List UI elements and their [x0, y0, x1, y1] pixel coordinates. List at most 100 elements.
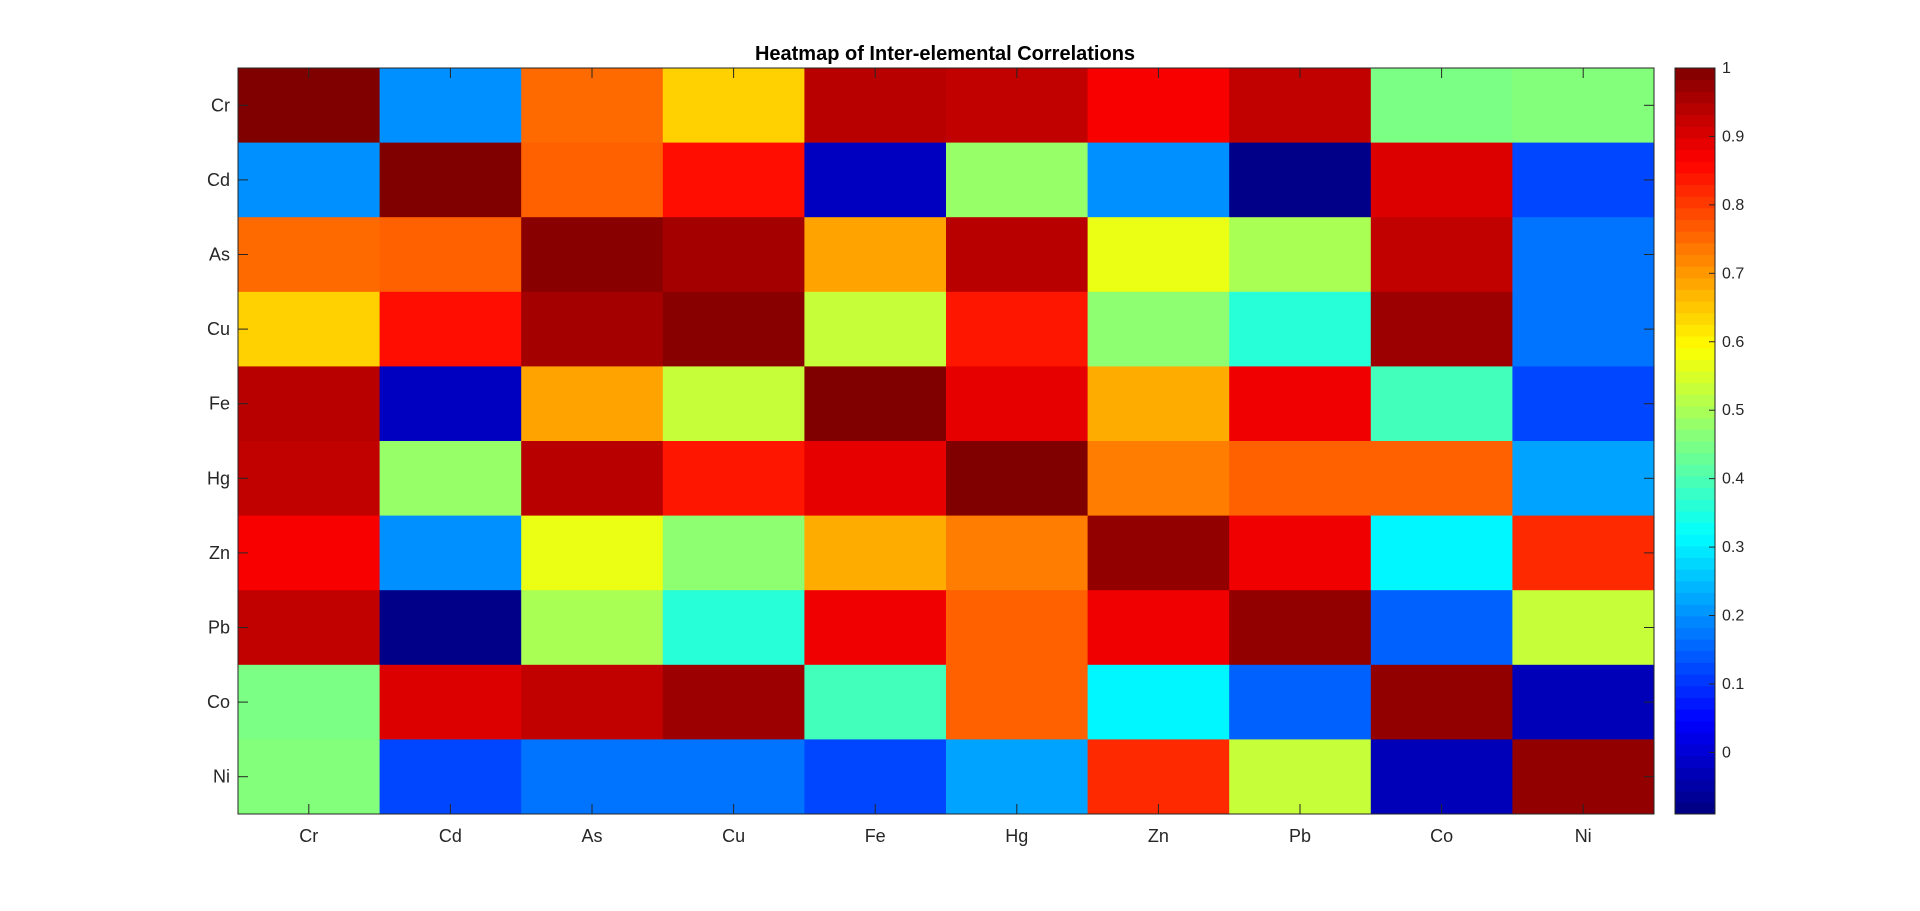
colorbar-segment	[1675, 172, 1715, 186]
heatmap-cell-Co-Cd	[379, 664, 522, 740]
heatmap-cell-Zn-Cu	[662, 515, 805, 591]
colorbar-segment	[1675, 545, 1715, 559]
heatmap-cell-Pb-Co	[1370, 590, 1513, 666]
x-axis-ticks: Cr Cd As Cu Fe Hg Zn Pb Co Ni	[299, 68, 1592, 846]
colorbar-segment	[1675, 266, 1715, 279]
y-tick-label-Hg: Hg	[207, 468, 230, 488]
heatmap-cell-Ni-Cu	[662, 739, 805, 815]
x-tick-label-As: As	[581, 826, 602, 846]
colorbar-segment	[1675, 592, 1715, 605]
heatmap-cell-Hg-Cr	[238, 441, 381, 517]
heatmap-cell-As-Cd	[379, 217, 522, 293]
y-tick-label-Pb: Pb	[208, 618, 230, 638]
heatmap-cell-Co-Fe	[804, 664, 947, 740]
heatmap-cell-Hg-As	[521, 441, 664, 517]
x-tick-label-Hg: Hg	[1005, 826, 1028, 846]
heatmap-cell-Pb-Pb	[1229, 590, 1372, 666]
heatmap-cell-Cd-Pb	[1229, 142, 1372, 218]
x-tick-label-Zn: Zn	[1148, 826, 1169, 846]
colorbar-segment	[1675, 709, 1715, 722]
heatmap-cell-Co-Zn	[1087, 664, 1230, 740]
colorbar-segment	[1675, 732, 1715, 745]
colorbar-segment	[1675, 324, 1715, 337]
heatmap-cell-Fe-Co	[1370, 366, 1513, 442]
heatmap-cell-Cd-Cu	[662, 142, 805, 218]
colorbar-tick-label: 0.1	[1722, 676, 1744, 693]
heatmap-cell-Pb-Zn	[1087, 590, 1230, 666]
heatmap-cell-Co-Pb	[1229, 664, 1372, 740]
colorbar-segment	[1675, 779, 1715, 792]
colorbar-segment	[1675, 312, 1715, 325]
heatmap-cell-As-Fe	[804, 217, 947, 293]
heatmap-cell-As-Co	[1370, 217, 1513, 293]
heatmap-cell-Hg-Cu	[662, 441, 805, 517]
heatmap-cell-Cu-Hg	[946, 291, 1089, 367]
colorbar-segment	[1675, 744, 1715, 757]
heatmap-cell-Zn-Fe	[804, 515, 947, 591]
colorbar-segment	[1675, 184, 1715, 197]
colorbar-segment	[1675, 627, 1715, 640]
heatmap-cell-Hg-Zn	[1087, 441, 1230, 517]
heatmap-cell-Fe-Hg	[946, 366, 1089, 442]
heatmap-cell-Fe-Fe	[804, 366, 947, 442]
colorbar-segment	[1675, 382, 1715, 395]
heatmap-cell-Cd-Zn	[1087, 142, 1230, 218]
heatmap-cell-Cu-Cr	[238, 291, 381, 367]
colorbar-box	[1674, 67, 1716, 815]
colorbar-segment	[1675, 802, 1715, 815]
colorbar-segment	[1675, 231, 1715, 244]
heatmap-cell-Ni-Hg	[946, 739, 1089, 815]
colorbar-segment	[1675, 161, 1715, 174]
colorbar-tick-label: 0.5	[1722, 402, 1744, 419]
heatmap-cell-Co-Cu	[662, 664, 805, 740]
heatmap-cell-Cd-Cd	[379, 142, 522, 218]
heatmap-cell-Cr-Hg	[946, 68, 1089, 144]
heatmap-cell-Ni-Fe	[804, 739, 947, 815]
heatmap-cell-Cd-As	[521, 142, 664, 218]
heatmap-cell-Fe-Zn	[1087, 366, 1230, 442]
colorbar-tick-label: 0.8	[1722, 197, 1744, 214]
heatmap-cell-Cr-Co	[1370, 68, 1513, 144]
heatmap-cell-Zn-Co	[1370, 515, 1513, 591]
heatmap-cell-Co-As	[521, 664, 664, 740]
heatmap-cell-Fe-Cr	[238, 366, 381, 442]
x-tick-label-Cd: Cd	[439, 826, 462, 846]
heatmap-cell-Pb-Cu	[662, 590, 805, 666]
colorbar-segment	[1675, 510, 1715, 524]
heatmap-cell-Cu-Cu	[662, 291, 805, 367]
colorbar-segment	[1675, 685, 1715, 698]
heatmap-cell-Zn-Ni	[1512, 515, 1655, 591]
colorbar-segment	[1675, 755, 1715, 768]
colorbar-segment	[1675, 394, 1715, 407]
heatmap-cell-Fe-As	[521, 366, 664, 442]
colorbar-tick-label: 0.4	[1722, 471, 1744, 488]
colorbar-tick-label: 0.6	[1722, 334, 1744, 351]
heatmap-cell-Cr-Pb	[1229, 68, 1372, 144]
colorbar-segment	[1675, 149, 1715, 162]
heatmap-cell-Zn-Cr	[238, 515, 381, 591]
heatmap-cell-Cd-Ni	[1512, 142, 1655, 218]
colorbar-tick-label: 0	[1722, 744, 1731, 761]
colorbar-segment	[1675, 697, 1715, 710]
heatmap-cell-Co-Co	[1370, 664, 1513, 740]
colorbar-segment	[1675, 452, 1715, 465]
x-tick-label-Fe: Fe	[865, 826, 886, 846]
heatmap-cells	[238, 68, 1655, 815]
heatmap-cell-Pb-Hg	[946, 590, 1089, 666]
heatmap-cell-Cr-Zn	[1087, 68, 1230, 144]
plot-axes-box	[237, 67, 1655, 815]
y-tick-label-Ni: Ni	[213, 767, 230, 787]
heatmap-cell-Cr-Ni	[1512, 68, 1655, 144]
heatmap-cell-Zn-Zn	[1087, 515, 1230, 591]
heatmap-cell-Cu-Fe	[804, 291, 947, 367]
heatmap-cell-Pb-As	[521, 590, 664, 666]
heatmap-cell-Cr-As	[521, 68, 664, 144]
colorbar-segment	[1675, 68, 1715, 81]
colorbar-segment	[1675, 674, 1715, 687]
colorbar-segment	[1675, 359, 1715, 372]
heatmap-cell-Cd-Hg	[946, 142, 1089, 218]
colorbar-segment	[1675, 137, 1715, 151]
heatmap-cell-Fe-Pb	[1229, 366, 1372, 442]
colorbar-segment	[1675, 522, 1715, 535]
heatmap-cell-Cd-Cr	[238, 142, 381, 218]
